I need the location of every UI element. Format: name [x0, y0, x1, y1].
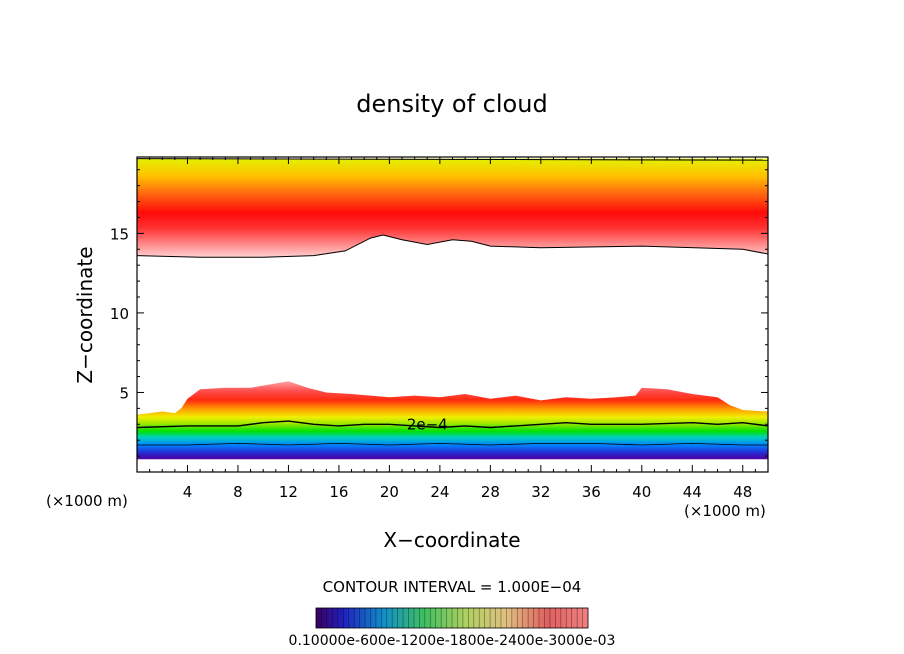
- x-tick-label-8: 8: [233, 483, 243, 501]
- x-tick-label-44: 44: [683, 483, 702, 501]
- colorbar: [315, 607, 589, 629]
- x-tick-label-28: 28: [481, 483, 500, 501]
- x-tick-label-12: 12: [279, 483, 298, 501]
- y-axis-ticks: 5 10 15: [110, 169, 768, 457]
- upper-layer-contour-line: [137, 234, 768, 258]
- x-tick-label-4: 4: [183, 483, 193, 501]
- lower-cloud-layer: [137, 381, 768, 460]
- x-tick-label-48: 48: [733, 483, 752, 501]
- x-unit-right: (×1000 m): [684, 502, 766, 520]
- contour-label-2e-4: 2e−4: [407, 415, 448, 433]
- x-tick-label-20: 20: [380, 483, 399, 501]
- plot-area: [137, 158, 768, 460]
- y-tick-label-15: 15: [110, 225, 129, 243]
- y-tick-label-10: 10: [110, 305, 129, 323]
- x-axis-label: X−coordinate: [383, 528, 520, 552]
- x-unit-left: (×1000 m): [46, 492, 128, 510]
- x-axis-ticks: 4 8 12 16 20 24 28 32 36 40 44 48: [149, 157, 756, 501]
- contour-line-2e-4: [137, 420, 768, 429]
- contour-interval-text: CONTOUR INTERVAL = 1.000E−04: [323, 578, 582, 596]
- x-tick-label-24: 24: [430, 483, 449, 501]
- colorbar-labels: 0.10000e-600e-1200e-1800e-2400e-3000e-03: [289, 633, 616, 649]
- contour-line-1e-4: [137, 442, 768, 446]
- x-tick-label-40: 40: [632, 483, 651, 501]
- x-tick-label-32: 32: [531, 483, 550, 501]
- upper-cloud-layer: [137, 158, 768, 258]
- x-tick-label-36: 36: [582, 483, 601, 501]
- x-tick-label-16: 16: [329, 483, 348, 501]
- y-axis-label: Z−coordinate: [73, 246, 97, 383]
- colorbar-divisions: [321, 608, 583, 628]
- chart-title: density of cloud: [356, 90, 547, 118]
- y-tick-label-5: 5: [119, 384, 129, 402]
